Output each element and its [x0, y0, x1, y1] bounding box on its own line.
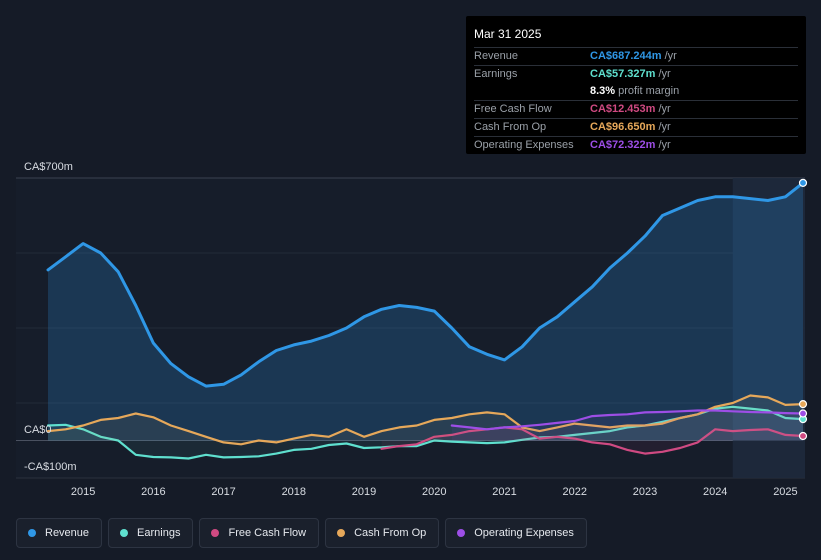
x-tick-label: 2016 [141, 486, 165, 498]
y-axis-label-top: CA$700m [24, 161, 73, 173]
legend-item-operating-expenses[interactable]: Operating Expenses [445, 518, 587, 548]
x-tick-label: 2023 [633, 486, 657, 498]
recent-period-highlight [732, 178, 805, 478]
tooltip-unit: /yr [658, 139, 671, 151]
y-axis-label-zero: CA$0 [24, 424, 52, 436]
x-tick-label: 2017 [211, 486, 235, 498]
legend-label: Revenue [45, 527, 90, 539]
operating_expenses-line [450, 409, 805, 431]
tooltip-label: Earnings [474, 68, 518, 80]
y-axis-label-bottom: -CA$100m [24, 461, 77, 473]
legend-label: Cash From Op [354, 527, 427, 539]
earnings-area [48, 406, 803, 459]
legend-item-cash-from-op[interactable]: Cash From Op [325, 518, 440, 548]
x-tick-label: 2021 [492, 486, 516, 498]
tooltip-unit: /yr [664, 50, 677, 62]
tooltip-value: 8.3% [590, 85, 616, 97]
tooltip-row-cash-from-op: Cash From Op CA$96.650m /yr [474, 118, 798, 136]
free_cash_flow-end-marker [798, 431, 808, 441]
tooltip-label: Revenue [474, 50, 519, 62]
tooltip-label: Operating Expenses [474, 139, 574, 151]
revenue-line [46, 181, 805, 388]
tooltip-row-operating-expenses: Operating Expenses CA$72.322m /yr [474, 136, 798, 154]
tooltip-unit: /yr [658, 121, 671, 133]
tooltip-row-earnings: Earnings CA$57.327m /yr [474, 65, 798, 83]
tooltip-unit: /yr [658, 68, 671, 80]
free_cash_flow-area [381, 427, 803, 454]
tooltip-value: CA$57.327m [590, 68, 656, 80]
legend-label: Earnings [137, 527, 181, 539]
legend-item-earnings[interactable]: Earnings [108, 518, 194, 548]
tooltip-value: CA$687.244m [590, 50, 662, 62]
free-cash-flow-dot-icon [211, 529, 220, 537]
x-tick-label: 2022 [563, 486, 587, 498]
x-tick-label: 2018 [282, 486, 306, 498]
tooltip-value: CA$12.453m [590, 103, 656, 115]
x-tick-label: 2019 [352, 486, 376, 498]
marker-layer [798, 178, 808, 441]
tooltip-unit: profit margin [618, 85, 680, 97]
x-tick-label: 2024 [703, 486, 727, 498]
legend-item-free-cash-flow[interactable]: Free Cash Flow [199, 518, 320, 548]
tooltip-row-profit-margin: 8.3% profit margin [474, 83, 798, 100]
legend: Revenue Earnings Free Cash Flow Cash Fro… [16, 518, 587, 548]
cash-from-op-dot-icon [337, 529, 346, 537]
cash_from_op-area [48, 395, 803, 445]
legend-label: Operating Expenses [474, 527, 574, 539]
highlight-layer [732, 178, 805, 478]
tooltip: Mar 31 2025 Revenue CA$687.244m /yr Earn… [466, 16, 806, 154]
cash_from_op-end-marker [798, 400, 808, 409]
tooltip-date: Mar 31 2025 [474, 27, 542, 41]
tooltip-value: CA$96.650m [590, 121, 656, 133]
revenue-dot-icon [28, 529, 36, 537]
tooltip-row-free-cash-flow: Free Cash Flow CA$12.453m /yr [474, 100, 798, 118]
tooltip-row-revenue: Revenue CA$687.244m /yr [474, 47, 798, 65]
x-tick-label: 2020 [422, 486, 446, 498]
series-layer [46, 181, 805, 460]
tooltip-value: CA$72.322m [590, 139, 656, 151]
tooltip-label: Free Cash Flow [474, 103, 552, 115]
free_cash_flow-line [380, 426, 805, 455]
x-tick-label: 2015 [71, 486, 95, 498]
legend-label: Free Cash Flow [228, 527, 307, 539]
axis-layer: CA$700m CA$0 -CA$100m 2015 2016 2017 2018 20… [24, 161, 798, 498]
operating-expenses-dot-icon [457, 529, 466, 537]
tooltip-unit: /yr [658, 103, 671, 115]
operating_expenses-area [451, 410, 803, 441]
operating_expenses-end-marker [798, 409, 808, 418]
cash_from_op-line [46, 394, 805, 446]
tooltip-label [474, 83, 590, 100]
earnings-dot-icon [120, 529, 129, 537]
x-tick-label: 2025 [773, 486, 797, 498]
revenue-end-marker [798, 178, 808, 187]
revenue-area [48, 182, 803, 441]
legend-item-revenue[interactable]: Revenue [16, 518, 103, 548]
tooltip-label: Cash From Op [474, 121, 547, 133]
